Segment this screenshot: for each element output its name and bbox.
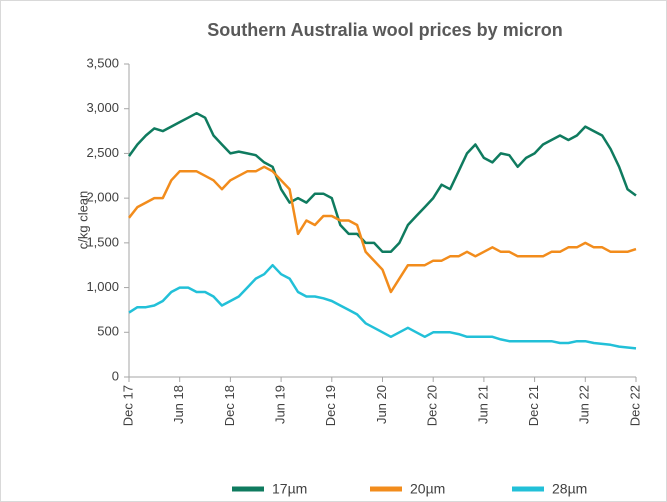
series-line <box>128 263 637 350</box>
x-tick-label: Jun 22 <box>577 385 592 424</box>
x-tick-label: Jun 18 <box>171 385 186 424</box>
y-tick-label: 1,000 <box>86 279 119 294</box>
x-tick-label: Jun 21 <box>475 385 490 424</box>
x-tick-label: Dec 19 <box>323 385 338 426</box>
chart-title: Southern Australia wool prices by micron <box>207 20 562 40</box>
y-tick-label: 0 <box>112 368 119 383</box>
legend-label: 17µm <box>272 481 307 497</box>
x-tick-label: Jun 19 <box>273 385 288 424</box>
y-tick-label: 500 <box>97 324 119 339</box>
series-line <box>127 111 637 254</box>
x-tick-label: Dec 22 <box>627 385 642 426</box>
x-tick-label: Dec 20 <box>425 385 440 426</box>
y-tick-label: 2,500 <box>86 145 119 160</box>
y-tick-label: 2,000 <box>86 190 119 205</box>
x-tick-label: Dec 18 <box>222 385 237 426</box>
y-tick-label: 1,500 <box>86 234 119 249</box>
y-axis-label: c/kg clean <box>75 191 90 250</box>
series-line <box>128 165 637 294</box>
x-tick-label: Jun 20 <box>374 385 389 424</box>
x-tick-label: Dec 17 <box>120 385 135 426</box>
y-tick-label: 3,000 <box>86 100 119 115</box>
legend-label: 28µm <box>552 481 587 497</box>
x-tick-label: Dec 21 <box>526 385 541 426</box>
legend-label: 20µm <box>410 481 445 497</box>
y-tick-label: 3,500 <box>86 55 119 70</box>
